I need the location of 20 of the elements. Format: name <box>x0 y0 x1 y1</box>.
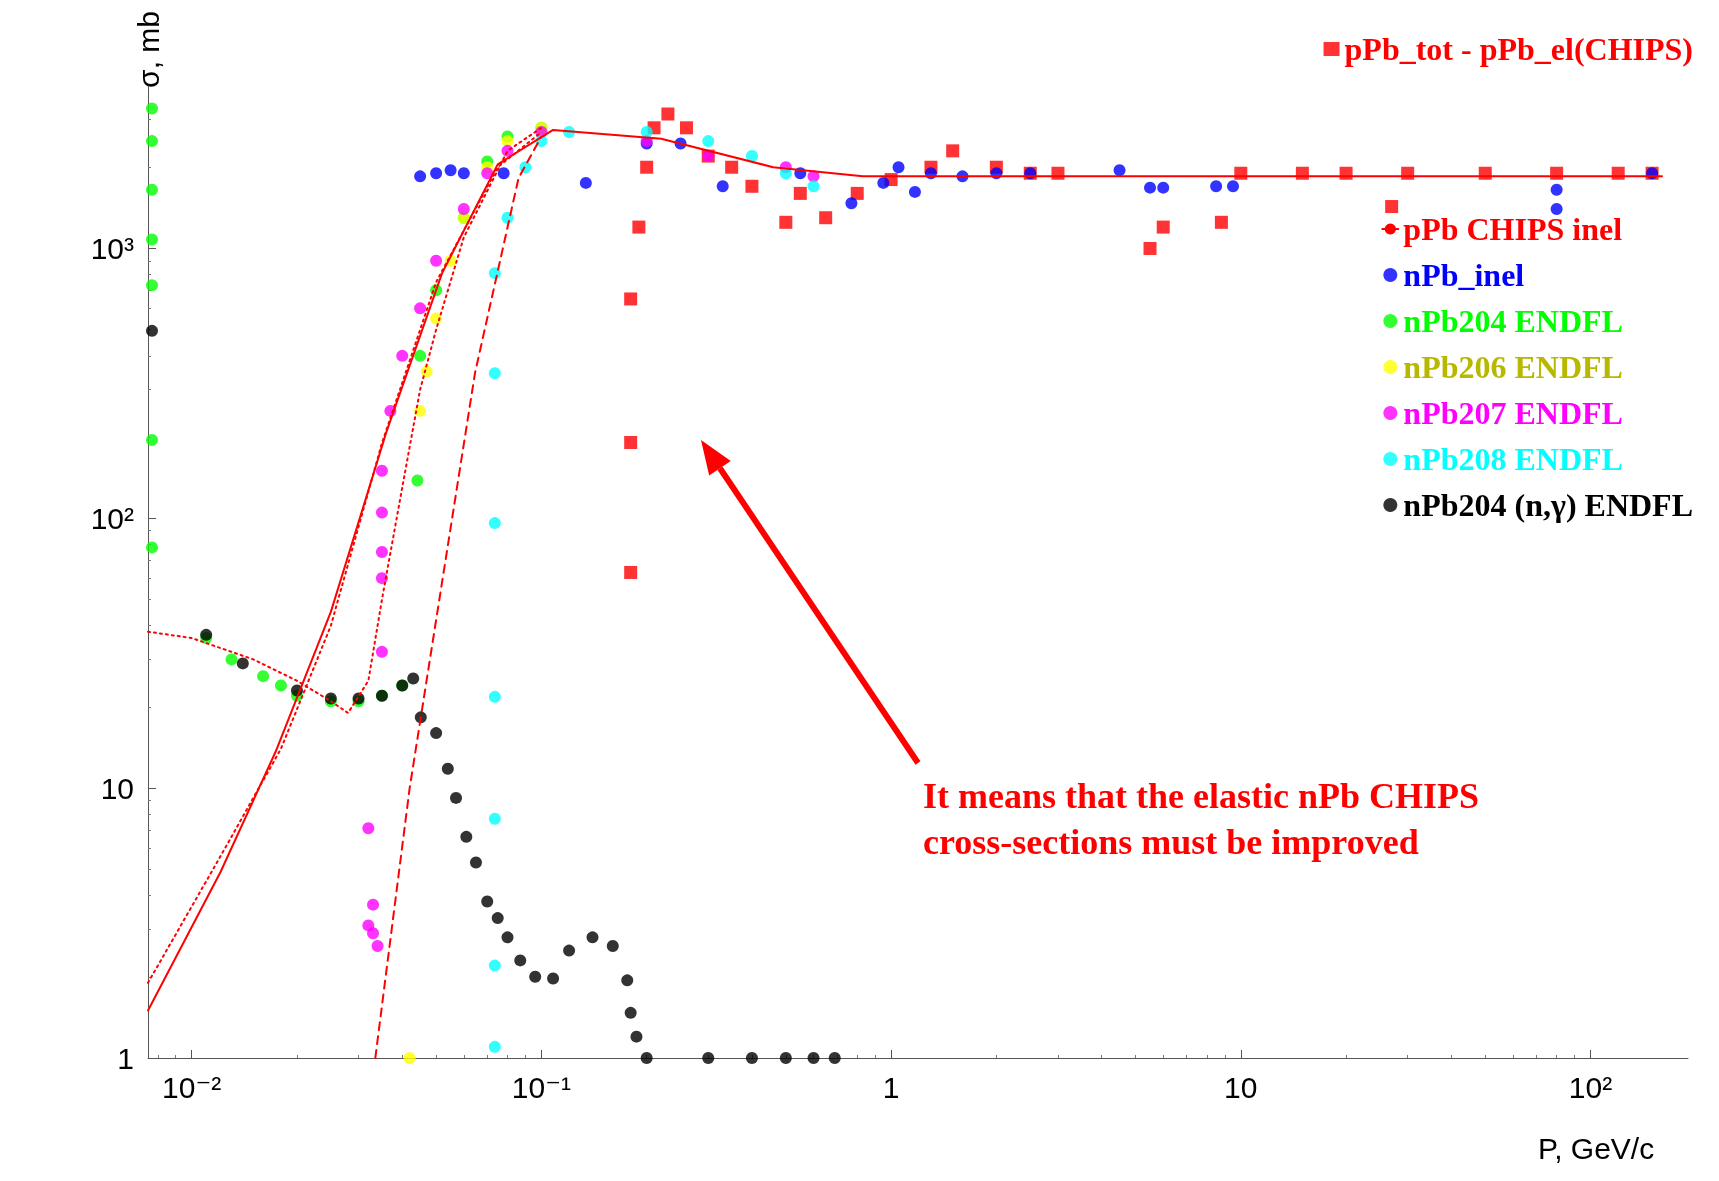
legend-label: nPb208 ENDFL <box>1403 441 1623 477</box>
y-tick-label: 10³ <box>90 231 135 265</box>
x-tick-label: 10² <box>1568 1070 1613 1104</box>
legend-label: nPb207 ENDFL <box>1403 395 1623 431</box>
legend-label: nPb204 (n,γ) ENDFL <box>1403 487 1693 523</box>
legend-label: pPb_tot - pPb_el(CHIPS) <box>1344 31 1693 67</box>
x-tick-label: 10⁻¹ <box>511 1070 571 1104</box>
legend-label: nPb_inel <box>1403 257 1525 293</box>
annotation: It means that the elastic nPb CHIPS cross-sections must be improved <box>923 776 1479 862</box>
y-tick-label: 1 <box>117 1041 134 1075</box>
x-tick-label: 1 <box>882 1070 900 1104</box>
legend-label: pPb CHIPS inel <box>1403 211 1623 247</box>
y-axis-title: σ, mb <box>131 11 165 88</box>
legend-label: nPb206 ENDFL <box>1403 349 1623 385</box>
y-tick-label: 10 <box>100 771 134 805</box>
x-tick-label: 10 <box>1224 1070 1258 1104</box>
x-axis-title: P, GeV/c <box>1538 1131 1655 1165</box>
legend-label: nPb204 ENDFL <box>1403 303 1623 339</box>
y-tick-label: 10² <box>90 501 135 535</box>
x-tick-label: 10⁻² <box>162 1070 222 1104</box>
